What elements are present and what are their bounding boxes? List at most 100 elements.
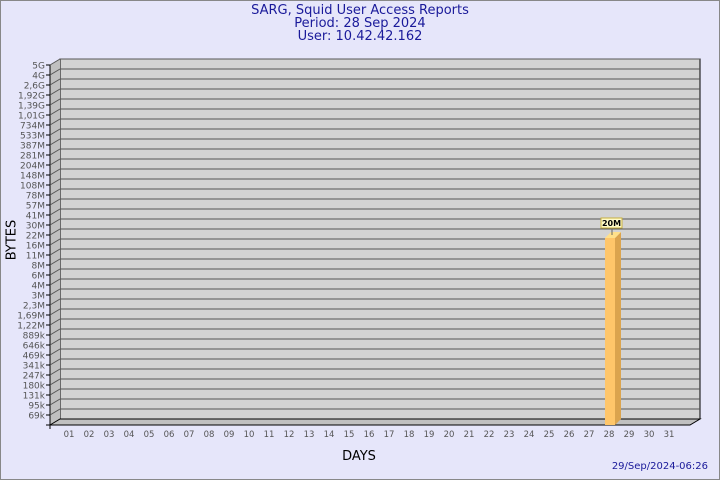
x-tick-label: 25 xyxy=(544,430,555,440)
floor xyxy=(48,418,702,426)
x-tick-label: 10 xyxy=(244,430,255,440)
y-tick-label: 41M xyxy=(26,212,45,222)
gridline-depth xyxy=(49,188,61,196)
y-tick-label: 5G xyxy=(32,62,45,72)
y-tick-label: 2,6G xyxy=(24,82,45,92)
x-tick-label: 13 xyxy=(304,430,315,440)
gridline-depth xyxy=(49,308,61,316)
y-tick-label: 341k xyxy=(23,362,46,372)
gridline-depth xyxy=(49,408,61,416)
x-tick-label: 02 xyxy=(84,430,95,440)
x-tick-label: 08 xyxy=(204,430,215,440)
gridline-depth xyxy=(49,108,61,116)
y-tick-label: 281M xyxy=(20,152,45,162)
gridline-depth xyxy=(49,398,61,406)
x-tick-label: 29 xyxy=(624,430,635,440)
y-tick-label: 95k xyxy=(28,402,45,412)
gridline-depth xyxy=(49,278,61,286)
y-tick-label: 30M xyxy=(26,222,45,232)
y-tick-label: 180k xyxy=(23,382,46,392)
gridline-depth xyxy=(49,228,61,236)
x-tick-label: 27 xyxy=(584,430,595,440)
y-tick-label: 1,22M xyxy=(17,322,45,332)
gridline-depth xyxy=(49,208,61,216)
y-tick-label: 57M xyxy=(26,202,45,212)
y-axis-label: BYTES xyxy=(5,220,20,261)
x-tick-label: 20 xyxy=(444,430,455,440)
y-tick-label: 78M xyxy=(26,192,45,202)
period-label: Period: 28 Sep 2024 xyxy=(294,16,426,31)
gridline-depth xyxy=(49,338,61,346)
y-tick-label: 1,01G xyxy=(18,112,45,122)
gridline-depth xyxy=(49,138,61,146)
y-tick-label: 8M xyxy=(32,262,46,272)
x-tick-label: 14 xyxy=(324,430,335,440)
gridline-depth xyxy=(49,148,61,156)
y-tick-label: 2,3M xyxy=(23,302,45,312)
gridline-depth xyxy=(49,298,61,306)
gridline-depth xyxy=(49,318,61,326)
gridline-depth xyxy=(49,58,61,66)
data-label: 20M xyxy=(602,219,621,228)
y-tick-label: 69k xyxy=(28,412,45,422)
bar-front-day-28 xyxy=(605,237,615,425)
y-tick-label: 1,69M xyxy=(17,312,45,322)
y-tick-label: 131k xyxy=(23,392,46,402)
x-tick-label: 22 xyxy=(484,430,495,440)
gridline-depth xyxy=(49,288,61,296)
bar-top-day-28 xyxy=(605,231,621,238)
gridline-depth xyxy=(49,248,61,256)
gridline-depth xyxy=(49,68,61,76)
x-tick-label: 28 xyxy=(604,430,615,440)
x-tick-label: 05 xyxy=(144,430,155,440)
y-tick-label: 4G xyxy=(32,72,45,82)
gridline-depth xyxy=(49,388,61,396)
y-tick-label: 734M xyxy=(20,122,45,132)
user-label: User: 10.42.42.162 xyxy=(297,29,423,44)
x-tick-label: 18 xyxy=(404,430,415,440)
gridline-depth xyxy=(49,238,61,246)
x-tick-label: 12 xyxy=(284,430,295,440)
x-tick-label: 11 xyxy=(264,430,275,440)
gridline-depth xyxy=(49,78,61,86)
x-tick-label: 15 xyxy=(344,430,355,440)
gridline-depth xyxy=(49,378,61,386)
data-label-box xyxy=(600,217,623,229)
x-tick-label: 23 xyxy=(504,430,515,440)
y-tick-label: 247k xyxy=(23,372,46,382)
x-tick-label: 16 xyxy=(364,430,375,440)
gridline-depth xyxy=(49,268,61,276)
y-tick-label: 1,92G xyxy=(18,92,45,102)
x-tick-label: 19 xyxy=(424,430,435,440)
gridline-depth xyxy=(49,348,61,356)
x-tick-label: 24 xyxy=(524,430,535,440)
y-tick-label: 16M xyxy=(26,242,45,252)
gridline-depth xyxy=(49,368,61,376)
gridline-depth xyxy=(49,198,61,206)
gridline-depth xyxy=(49,128,61,136)
gridline-depth xyxy=(49,88,61,96)
gridline-depth xyxy=(49,168,61,176)
y-tick-label: 6M xyxy=(32,272,46,282)
x-tick-label: 31 xyxy=(664,430,675,440)
y-tick-label: 11M xyxy=(26,252,45,262)
y-tick-label: 469k xyxy=(23,352,46,362)
gridline-depth xyxy=(49,218,61,226)
x-tick-label: 21 xyxy=(464,430,475,440)
bar-side-day-28 xyxy=(615,231,621,425)
gridline-depth xyxy=(49,118,61,126)
gridline-depth xyxy=(49,258,61,266)
y-tick-label: 533M xyxy=(20,132,45,142)
x-tick-label: 26 xyxy=(564,430,575,440)
x-tick-label: 04 xyxy=(124,430,135,440)
y-tick-label: 387M xyxy=(20,142,45,152)
chart-title: SARG, Squid User Access Reports xyxy=(251,3,469,18)
gridline-depth xyxy=(49,328,61,336)
gridline-depth xyxy=(49,178,61,186)
gridline-depth xyxy=(49,98,61,106)
x-tick-label: 03 xyxy=(104,430,115,440)
y-tick-label: 22M xyxy=(26,232,45,242)
x-tick-label: 09 xyxy=(224,430,235,440)
y-tick-label: 646k xyxy=(23,342,46,352)
x-tick-label: 01 xyxy=(64,430,75,440)
